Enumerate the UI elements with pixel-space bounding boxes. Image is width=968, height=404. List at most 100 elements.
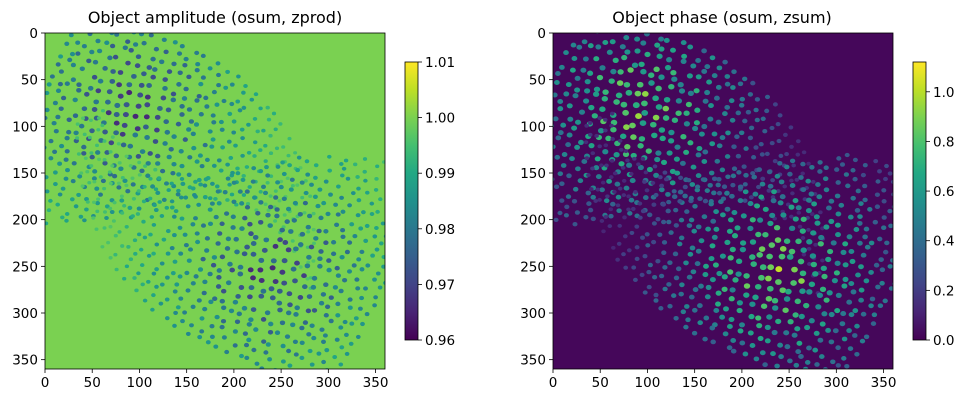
heatmap-feature: [731, 210, 738, 216]
heatmap-feature: [81, 13, 86, 17]
heatmap-feature: [615, 194, 622, 200]
heatmap-feature: [640, 40, 647, 46]
x-tick-label: 350: [871, 375, 897, 391]
heatmap-feature: [290, 183, 295, 188]
heatmap-feature: [324, 304, 331, 310]
heatmap-feature: [690, 63, 697, 69]
y-tick-label: 150: [12, 166, 38, 182]
heatmap-feature: [203, 177, 209, 182]
heatmap-feature: [239, 127, 245, 132]
heatmap-feature: [317, 391, 321, 395]
heatmap-feature: [267, 357, 273, 362]
heatmap-feature: [584, 78, 591, 85]
heatmap-feature: [584, 156, 590, 161]
heatmap-feature: [219, 127, 225, 132]
heatmap-feature: [774, 363, 780, 369]
heatmap-feature: [266, 208, 271, 212]
heatmap-feature: [267, 330, 274, 335]
heatmap-feature: [572, 186, 579, 192]
heatmap-feature: [792, 312, 799, 318]
heatmap-feature: [211, 89, 217, 95]
heatmap-feature: [298, 265, 303, 269]
heatmap-feature: [112, 173, 118, 179]
heatmap-feature: [339, 345, 345, 350]
heatmap-feature: [373, 295, 378, 300]
heatmap-feature: [697, 320, 703, 326]
heatmap-feature: [659, 183, 665, 188]
heatmap-feature: [764, 338, 771, 344]
heatmap-feature: [258, 293, 265, 299]
heatmap-feature: [617, 186, 623, 191]
heatmap-feature: [248, 285, 255, 291]
colorbar-tick-label: 0.6: [933, 184, 954, 200]
heatmap-feature: [615, 203, 621, 208]
heatmap-feature: [680, 134, 687, 140]
heatmap-feature: [775, 189, 781, 194]
heatmap-feature: [336, 184, 341, 189]
heatmap-feature: [612, 57, 619, 63]
heatmap-feature: [762, 206, 769, 212]
heatmap-feature: [612, 171, 618, 176]
heatmap-feature: [12, 141, 17, 145]
heatmap-feature: [220, 318, 227, 324]
heatmap-feature: [588, 14, 593, 19]
heatmap-feature: [713, 226, 720, 232]
heatmap-feature: [135, 103, 142, 109]
heatmap-feature: [609, 175, 614, 180]
heatmap-feature: [241, 193, 247, 197]
heatmap-feature: [87, 33, 93, 37]
heatmap-feature: [828, 198, 835, 204]
heatmap-feature: [392, 189, 396, 193]
heatmap-feature: [281, 145, 286, 149]
heatmap-feature: [652, 114, 660, 121]
y-tick-label: 100: [520, 119, 546, 135]
heatmap-feature: [806, 246, 812, 251]
heatmap-feature: [55, 114, 61, 120]
heatmap-feature: [554, 80, 560, 85]
heatmap-feature: [225, 280, 232, 286]
heatmap-feature: [802, 366, 809, 369]
y-tick-label: 200: [12, 213, 38, 229]
heatmap-feature: [211, 255, 218, 260]
heatmap-feature: [775, 121, 781, 127]
heatmap-feature: [608, 213, 614, 219]
heatmap-feature: [455, 222, 459, 225]
heatmap-feature: [771, 297, 779, 304]
heatmap-feature: [159, 261, 165, 266]
heatmap-feature: [606, 12, 612, 17]
heatmap-feature: [96, 116, 101, 120]
heatmap-feature: [261, 339, 267, 344]
heatmap-feature: [113, 252, 118, 257]
heatmap-feature: [465, 238, 469, 241]
heatmap-feature: [269, 265, 276, 271]
heatmap-feature: [710, 339, 716, 345]
heatmap-feature: [794, 177, 800, 182]
heatmap-feature: [852, 157, 858, 163]
heatmap-feature: [81, 144, 87, 150]
heatmap-feature: [756, 322, 763, 329]
heatmap-feature: [222, 190, 228, 195]
heatmap-feature: [385, 192, 389, 196]
heatmap-feature: [750, 261, 757, 267]
heatmap-feature: [654, 42, 661, 48]
heatmap-feature: [860, 252, 867, 258]
heatmap-feature: [661, 250, 667, 255]
heatmap-feature: [0, 175, 2, 179]
heatmap-feature: [343, 158, 349, 163]
heatmap-feature: [299, 371, 304, 375]
heatmap-feature: [560, 163, 567, 168]
heatmap-feature: [534, 143, 539, 148]
heatmap-feature: [171, 61, 177, 67]
heatmap-feature: [281, 196, 287, 202]
heatmap-feature: [252, 195, 258, 200]
heatmap-feature: [541, 139, 547, 144]
heatmap-feature: [114, 267, 119, 272]
heatmap-feature: [105, 99, 111, 105]
heatmap-feature: [297, 212, 303, 217]
heatmap-feature: [534, 156, 539, 161]
heatmap-feature: [344, 249, 350, 255]
heatmap-feature: [231, 130, 237, 135]
heatmap-feature: [514, 247, 518, 250]
heatmap-feature: [132, 238, 138, 243]
heatmap-feature: [334, 222, 340, 227]
